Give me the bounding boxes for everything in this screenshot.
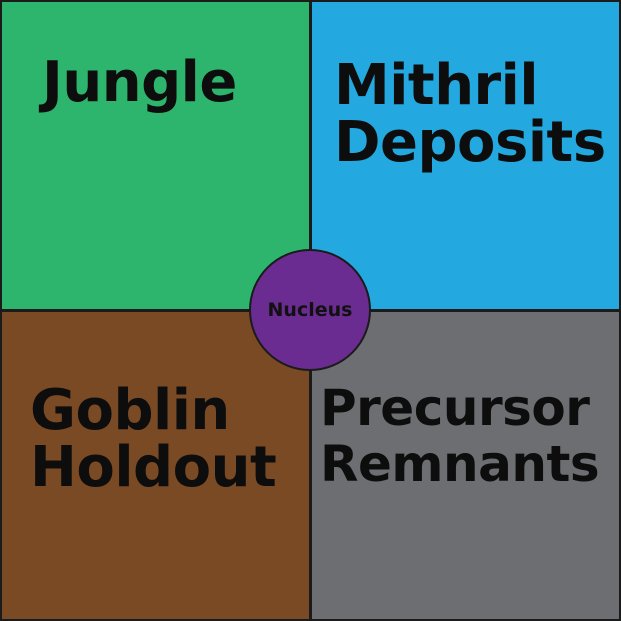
region-goblin-holdout-label-line-1: Goblin [30, 378, 230, 443]
region-goblin-holdout-label-line-2: Holdout [30, 435, 277, 501]
region-nucleus-label: Nucleus [267, 299, 353, 321]
region-mithril-deposits[interactable]: Mithril Deposits [310, 0, 621, 311]
region-jungle[interactable]: Jungle [0, 0, 311, 311]
region-jungle-label-line: Jungle [42, 50, 237, 115]
region-mithril-deposits-label: Mithril Deposits [334, 57, 606, 171]
region-precursor-remnants-label-line-1: Precursor [320, 379, 590, 437]
region-goblin-holdout-label: Goblin Holdout [30, 378, 277, 501]
region-jungle-label: Jungle [42, 54, 237, 111]
region-nucleus[interactable]: Nucleus [249, 249, 371, 371]
region-precursor-remnants-label-line-2: Remnants [320, 435, 600, 493]
region-mithril-deposits-label-line-2: Deposits [334, 110, 606, 176]
region-precursor-remnants-label: Precursor Remnants [320, 379, 600, 493]
region-precursor-remnants[interactable]: Precursor Remnants [310, 310, 621, 621]
region-mithril-deposits-label-line-1: Mithril [334, 53, 539, 118]
region-goblin-holdout[interactable]: Goblin Holdout [0, 310, 311, 621]
